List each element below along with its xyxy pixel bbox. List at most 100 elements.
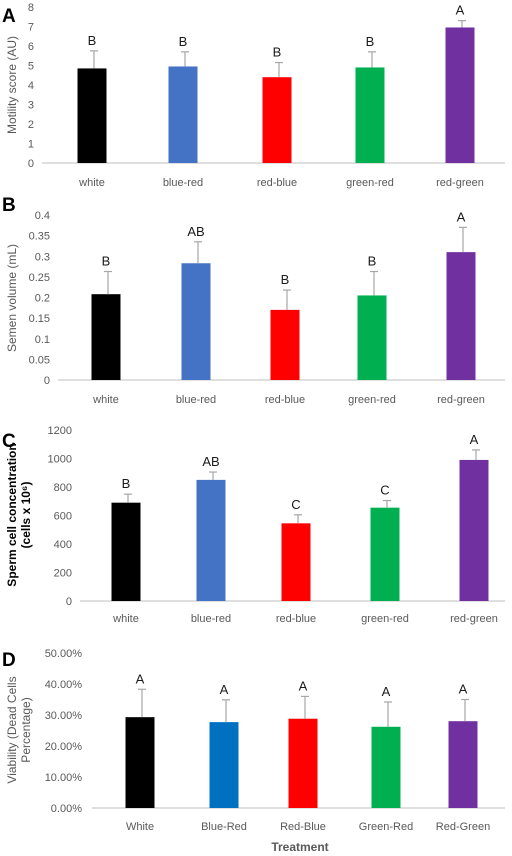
significance-letter: A — [299, 678, 308, 693]
error-bar — [383, 499, 391, 508]
significance-letter: A — [220, 682, 229, 697]
panel-d: D 0.00% 10.00% 20.00% 30.00% 40.00% 50.00% Viab… — [2, 648, 505, 854]
error-bar — [209, 471, 217, 480]
bar — [371, 726, 401, 808]
bar — [459, 459, 489, 601]
bar — [281, 523, 311, 601]
x-tick-label: red-green — [436, 177, 484, 189]
y-tick-label: 2 — [28, 119, 34, 131]
y-axis-label: Sperm cell concentration — [5, 443, 19, 586]
y-tick-label: 1000 — [48, 454, 72, 466]
y-tick-label: 1 — [28, 139, 34, 151]
bar — [448, 721, 478, 808]
y-tick-label: 6 — [28, 41, 34, 53]
x-tick-label: red-blue — [265, 394, 305, 406]
error-bar — [301, 695, 309, 719]
significance-letter: B — [281, 272, 290, 287]
x-tick-label: green-red — [348, 394, 396, 406]
significance-letter: AB — [187, 224, 204, 239]
x-tick-label: blue-red — [191, 613, 231, 625]
bar — [288, 718, 318, 808]
error-bar — [368, 51, 376, 68]
error-bar — [458, 20, 466, 28]
bar — [357, 295, 387, 380]
x-tick-label: green-red — [361, 613, 409, 625]
error-bar — [283, 289, 291, 310]
y-tick-label: 5 — [28, 61, 34, 73]
significance-letter: B — [102, 254, 111, 269]
y-tick-label: 4 — [28, 80, 34, 92]
y-tick-label: 0.1 — [35, 334, 50, 346]
bar — [111, 502, 141, 601]
x-tick-label: blue-red — [176, 394, 216, 406]
x-tick-label: white — [92, 394, 119, 406]
error-bar — [384, 701, 392, 727]
bar — [446, 252, 476, 380]
bar — [125, 717, 155, 808]
y-tick-label: 8 — [28, 2, 34, 14]
error-bar — [275, 61, 283, 78]
bar — [445, 27, 475, 163]
error-bar — [459, 226, 467, 253]
significance-letter: C — [291, 497, 300, 512]
significance-letter: A — [459, 682, 468, 697]
y-axis-label: Percentage) — [19, 697, 33, 762]
y-tick-label: 0.00% — [51, 803, 82, 815]
y-tick-label: 0 — [28, 158, 34, 170]
bar — [270, 309, 300, 380]
y-tick-label: 0.3 — [35, 251, 50, 263]
bar — [370, 507, 400, 601]
x-tick-label: White — [126, 821, 154, 833]
error-bar — [138, 688, 146, 718]
bar — [168, 66, 198, 163]
x-tick-label: Red-Blue — [280, 821, 326, 833]
significance-letter: B — [179, 34, 188, 49]
x-tick-label: Blue-Red — [201, 821, 247, 833]
y-tick-label: 50.00% — [45, 648, 83, 660]
panel-b: B 0 0.05 0.1 0.15 0.2 0.25 0.3 0.35 0.4 Semen volu… — [2, 195, 505, 406]
error-bar — [461, 698, 469, 722]
y-axis-label: Semen volume (mL) — [5, 244, 19, 352]
error-bar — [124, 493, 132, 503]
x-tick-label: Red-Green — [436, 821, 490, 833]
significance-letter: A — [382, 684, 391, 699]
panel-letter: C — [2, 431, 16, 452]
panel-letter: A — [2, 6, 16, 27]
y-tick-label: 0 — [66, 596, 72, 608]
error-bar — [472, 449, 480, 460]
bar — [209, 722, 239, 808]
significance-letter: B — [88, 33, 97, 48]
x-tick-label: red-green — [437, 394, 485, 406]
x-tick-label: white — [112, 613, 139, 625]
bar — [262, 77, 292, 163]
y-tick-label: 20.00% — [45, 741, 83, 753]
y-tick-label: 0.05 — [29, 354, 50, 366]
significance-letter: B — [273, 45, 282, 60]
y-axis-label: (cells x 10⁶) — [19, 482, 33, 549]
y-tick-label: 0.25 — [29, 272, 50, 284]
significance-letter: A — [457, 209, 466, 224]
panel-letter: B — [2, 195, 16, 216]
x-tick-label: red-blue — [276, 613, 316, 625]
x-tick-label: blue-red — [163, 177, 203, 189]
significance-letter: C — [380, 483, 389, 498]
y-tick-label: 0.15 — [29, 313, 50, 325]
y-axis-label: Viability (Dead Cells — [5, 676, 19, 783]
significance-letter: A — [456, 3, 465, 18]
y-tick-label: 0.2 — [35, 293, 50, 305]
error-bar — [222, 699, 230, 723]
y-tick-label: 3 — [28, 100, 34, 112]
y-tick-label: 40.00% — [45, 679, 83, 691]
panel-letter: D — [2, 650, 16, 671]
significance-letter: A — [136, 671, 145, 686]
bar — [91, 294, 121, 380]
error-bar — [181, 51, 189, 67]
error-bar — [90, 50, 98, 69]
y-tick-label: 30.00% — [45, 710, 83, 722]
y-axis-label: Motility score (AU) — [5, 36, 19, 134]
significance-letter: A — [470, 432, 479, 447]
y-tick-label: 200 — [54, 568, 72, 580]
significance-letter: B — [122, 476, 131, 491]
